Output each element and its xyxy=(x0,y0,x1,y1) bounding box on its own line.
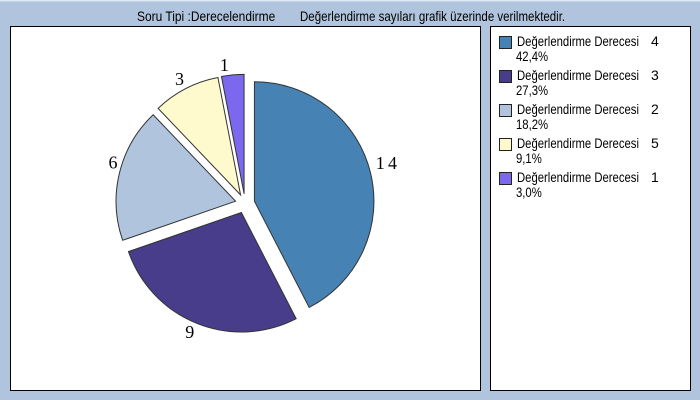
svg-text:1: 1 xyxy=(220,55,229,75)
svg-text:6: 6 xyxy=(109,153,118,173)
svg-text:9: 9 xyxy=(185,322,194,342)
svg-text:14: 14 xyxy=(376,153,400,173)
svg-text:3: 3 xyxy=(175,69,184,89)
